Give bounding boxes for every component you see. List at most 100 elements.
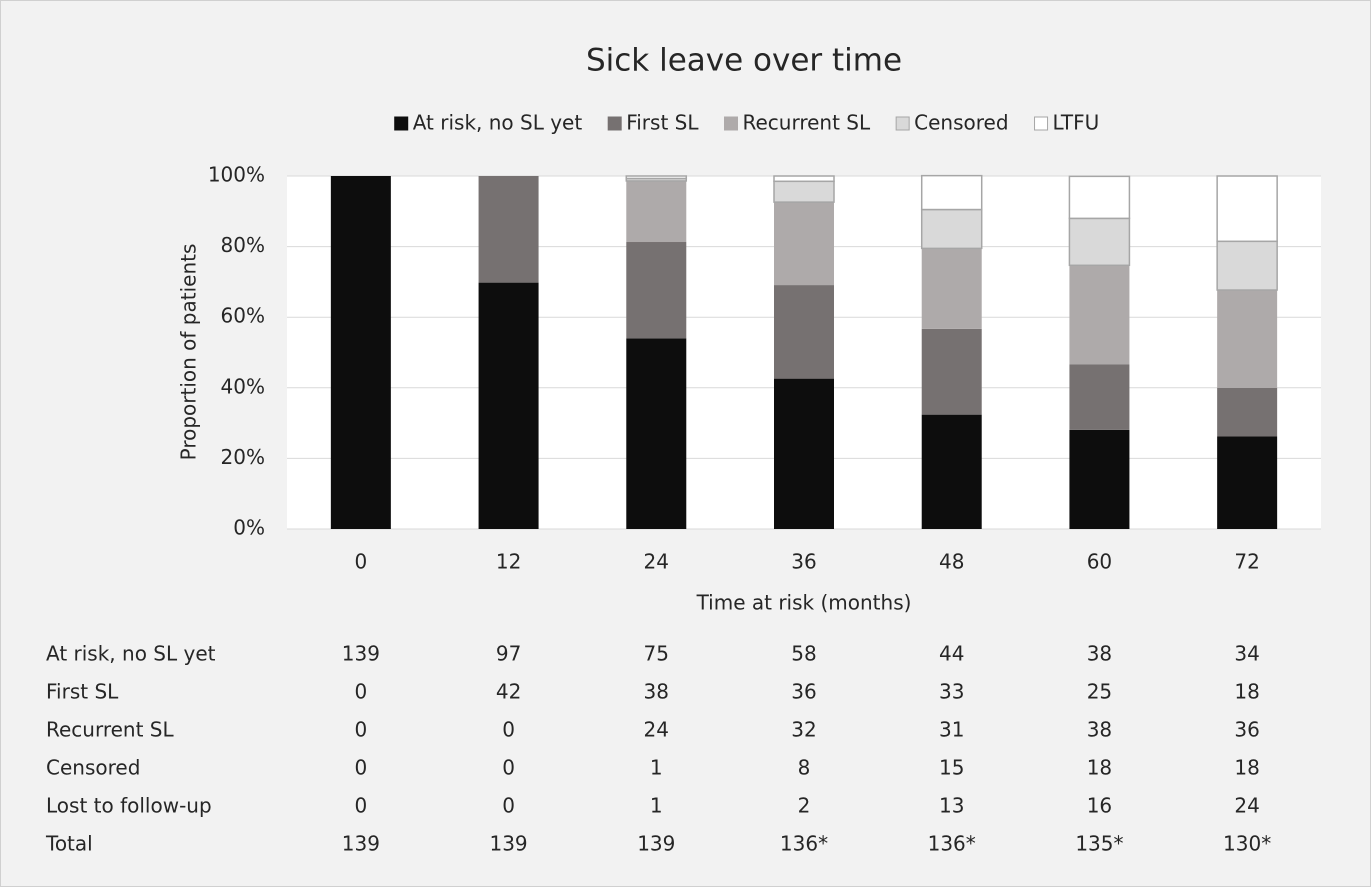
x-tick-label: 72 <box>1234 550 1259 574</box>
table-cell: 18 <box>1087 756 1112 780</box>
bar-segment <box>920 208 983 250</box>
table-cell: 75 <box>644 642 669 666</box>
table-cell: 36 <box>791 680 816 704</box>
table-cell: 8 <box>798 756 811 780</box>
bar-segment <box>921 248 982 329</box>
table-cell: 24 <box>1234 794 1259 818</box>
bar-segment <box>921 414 982 529</box>
bar-segment <box>1068 175 1131 220</box>
bar-segment <box>1217 387 1278 437</box>
table-cell: 0 <box>354 718 367 742</box>
table-cell: 25 <box>1087 680 1112 704</box>
table-row-label: Censored <box>46 756 140 780</box>
x-axis-label: Time at risk (months) <box>696 591 912 615</box>
bar-segment <box>626 242 687 339</box>
legend-swatch <box>723 116 738 131</box>
table-cell: 1 <box>650 756 663 780</box>
y-tick-label: 0% <box>233 516 265 540</box>
table-cell: 18 <box>1234 756 1259 780</box>
table-cell: 24 <box>644 718 669 742</box>
table-cell: 33 <box>939 680 964 704</box>
table-cell: 44 <box>939 642 964 666</box>
bar-segment <box>1217 290 1278 388</box>
table-cell: 139 <box>342 832 380 856</box>
bar-segment <box>1068 217 1131 267</box>
bar-segment <box>1069 429 1130 529</box>
bar-segment <box>774 202 834 286</box>
table-cell: 97 <box>496 642 521 666</box>
table-cell: 36 <box>1234 718 1259 742</box>
table-row-label: Recurrent SL <box>46 718 175 742</box>
x-tick-label: 12 <box>496 550 521 574</box>
table-cell: 0 <box>354 794 367 818</box>
table-cell: 139 <box>637 832 675 856</box>
x-tick-label: 24 <box>644 550 669 574</box>
x-tick-label: 60 <box>1087 550 1112 574</box>
legend-swatch <box>1034 116 1049 131</box>
table-cell: 34 <box>1234 642 1259 666</box>
table-row-label: First SL <box>46 680 119 704</box>
table-cell: 31 <box>939 718 964 742</box>
bar-segment <box>1216 240 1278 291</box>
bar-segment <box>921 328 982 415</box>
table-cell: 15 <box>939 756 964 780</box>
table-cell: 32 <box>791 718 816 742</box>
y-tick-label: 80% <box>221 233 265 257</box>
legend-label: Recurrent SL <box>742 111 871 135</box>
legend-swatch <box>895 116 910 131</box>
table-cell: 38 <box>1087 718 1112 742</box>
bar-segment <box>773 175 835 183</box>
bar-segment <box>478 282 539 529</box>
bar-segment <box>478 176 539 283</box>
table-cell: 2 <box>798 794 811 818</box>
bar-segment <box>626 180 687 243</box>
x-tick-label: 0 <box>354 550 367 574</box>
bar-segment <box>330 176 391 529</box>
x-tick-label: 36 <box>791 550 816 574</box>
table-cell: 130* <box>1223 832 1271 856</box>
table-row-label: Total <box>45 832 93 856</box>
legend-label: At risk, no SL yet <box>413 111 583 135</box>
bar-segment <box>774 378 834 529</box>
legend-label: First SL <box>626 111 699 135</box>
table-cell: 38 <box>1087 642 1112 666</box>
legend-label: LTFU <box>1053 111 1100 135</box>
table-cell: 13 <box>939 794 964 818</box>
table-cell: 0 <box>502 794 515 818</box>
legend-swatch <box>607 116 622 131</box>
table-cell: 0 <box>502 756 515 780</box>
legend-swatch <box>394 116 409 131</box>
table-cell: 1 <box>650 794 663 818</box>
chart-title: Sick leave over time <box>586 43 902 79</box>
bar-segment <box>920 174 983 211</box>
table-cell: 0 <box>354 756 367 780</box>
legend: At risk, no SL yet First SL Recurrent SL Ce… <box>394 111 1100 135</box>
bar-segment <box>1216 175 1278 243</box>
y-axis-label: Proportion of patients <box>177 244 201 461</box>
bar-segment <box>1069 265 1130 365</box>
table-cell: 18 <box>1234 680 1259 704</box>
table-cell: 136* <box>928 832 976 856</box>
table-row-label: At risk, no SL yet <box>46 642 216 666</box>
bar-segment <box>774 285 834 379</box>
table-cell: 0 <box>502 718 515 742</box>
y-tick-label: 40% <box>221 374 265 398</box>
bar-segment <box>1069 364 1130 430</box>
table-cell: 136* <box>780 832 828 856</box>
y-tick-label: 20% <box>221 445 265 469</box>
table-cell: 38 <box>644 680 669 704</box>
bar-segment <box>625 175 688 180</box>
table-cell: 139 <box>489 832 527 856</box>
table-cell: 16 <box>1087 794 1112 818</box>
table-cell: 58 <box>791 642 816 666</box>
bar-segment <box>626 338 687 529</box>
table-cell: 139 <box>342 642 380 666</box>
bar-segment <box>1217 436 1278 529</box>
table-cell: 0 <box>354 680 367 704</box>
legend-label: Censored <box>914 111 1008 135</box>
y-tick-label: 100% <box>208 163 265 187</box>
table-row-label: Lost to follow-up <box>46 794 212 818</box>
x-tick-label: 48 <box>939 550 964 574</box>
